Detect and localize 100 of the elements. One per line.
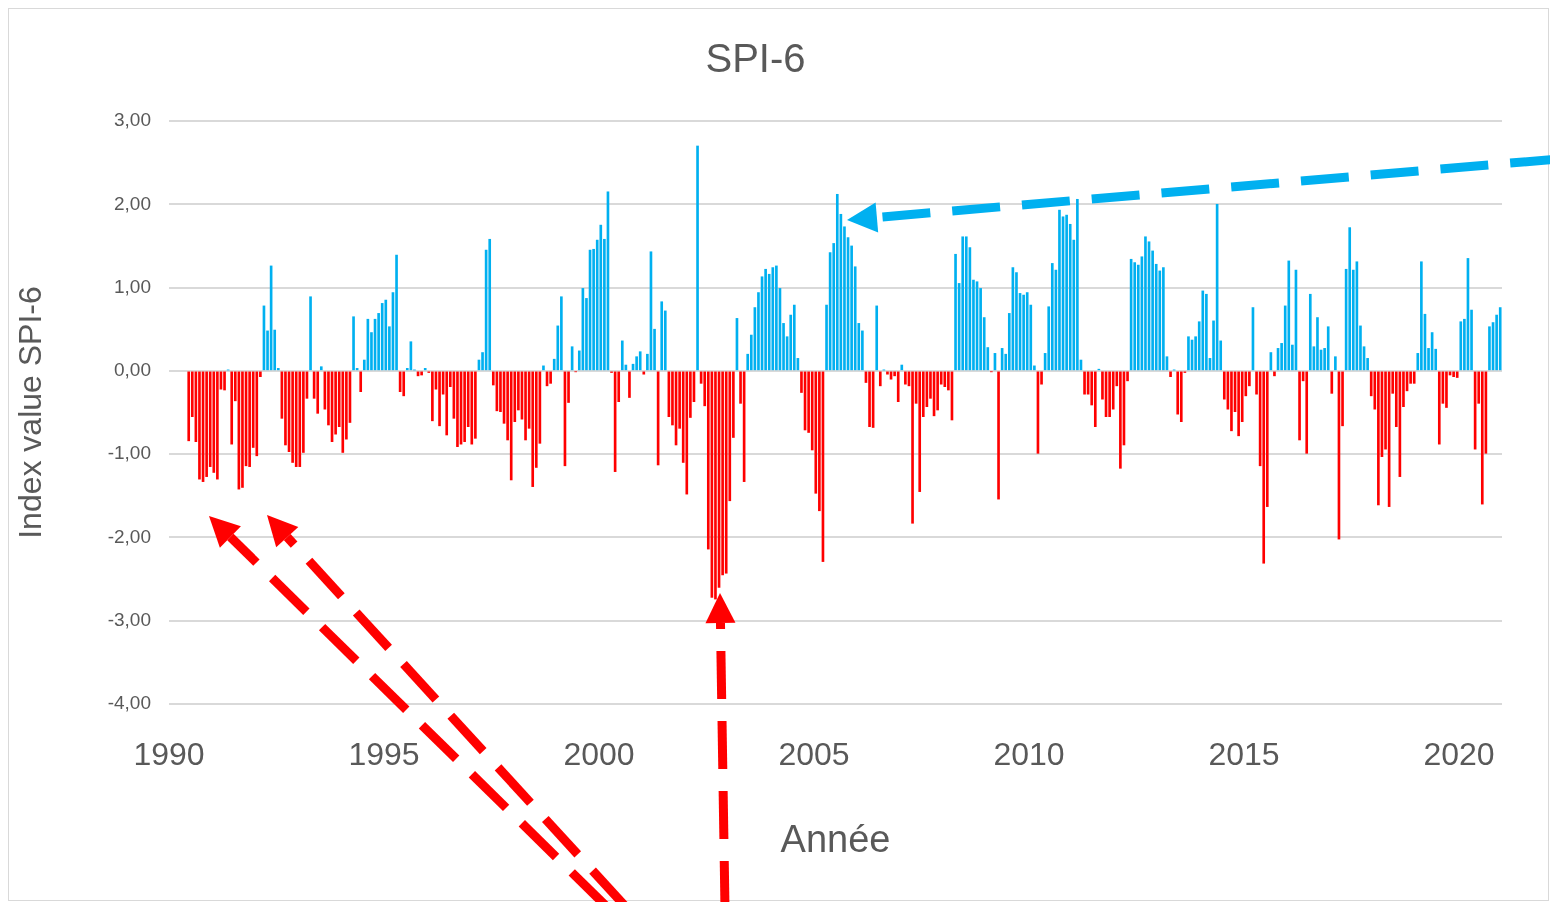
bar [1022, 294, 1025, 371]
y-tick-label: 0,00 [114, 359, 151, 381]
bar [1412, 371, 1416, 384]
bar [878, 371, 882, 387]
y-tick-label: 1,00 [114, 275, 151, 297]
bar [896, 371, 900, 402]
bar [918, 371, 922, 492]
bar [1316, 317, 1319, 371]
bar [380, 303, 384, 371]
y-tick-label: -4,00 [107, 692, 151, 714]
y-tick-label: -2,00 [107, 525, 151, 547]
bar [1025, 292, 1029, 371]
x-tick-label: 2020 [1423, 736, 1495, 773]
bar [488, 238, 492, 371]
bar [775, 265, 778, 371]
bar [1377, 371, 1380, 506]
bar [216, 371, 219, 480]
bar [420, 371, 423, 376]
bar [620, 340, 624, 371]
bar [1169, 371, 1172, 378]
bar [223, 371, 226, 391]
bar [911, 371, 914, 524]
bar [1237, 371, 1240, 437]
bar [509, 371, 513, 481]
bar [1133, 262, 1137, 371]
bar [1262, 371, 1266, 564]
bar [549, 371, 552, 384]
bar [1498, 307, 1502, 371]
bar [1298, 371, 1301, 441]
bar [1093, 371, 1097, 427]
bar [438, 371, 441, 427]
bar [531, 371, 535, 487]
bar [1459, 321, 1463, 371]
bar [456, 371, 459, 447]
bar [1480, 371, 1484, 505]
bar [1205, 293, 1208, 371]
bar [642, 371, 646, 375]
bar [187, 371, 191, 442]
bar [294, 371, 298, 467]
y-tick-label: 2,00 [114, 192, 151, 214]
x-tick-label: 2010 [993, 736, 1065, 773]
bar [1076, 198, 1079, 371]
bar [1083, 371, 1086, 395]
bar [696, 145, 699, 371]
bar [431, 371, 434, 422]
bar [463, 371, 466, 442]
bar [291, 371, 294, 463]
bar [638, 351, 642, 371]
bar [230, 371, 234, 445]
bar [1230, 371, 1233, 432]
bar [1348, 227, 1352, 371]
y-tick-label: -3,00 [107, 608, 151, 630]
bar [319, 366, 323, 371]
bar [771, 267, 775, 371]
bar [560, 296, 563, 371]
bar [1420, 261, 1423, 371]
bar [1455, 371, 1459, 378]
bar [1201, 290, 1205, 371]
bar [1305, 371, 1309, 454]
y-axis-title: Index value SPI-6 [12, 286, 49, 539]
bar [1065, 214, 1068, 371]
bar [341, 371, 345, 453]
bar [685, 371, 689, 495]
bar [1452, 371, 1455, 378]
bar [1162, 267, 1165, 371]
x-tick-label: 2015 [1208, 736, 1280, 773]
bar [1108, 371, 1111, 417]
y-tick-label: -1,00 [107, 442, 151, 464]
bar [352, 316, 355, 371]
y-tick-label: 3,00 [114, 109, 151, 131]
bar [943, 371, 947, 388]
bar [445, 371, 449, 436]
bar [1058, 209, 1061, 371]
bar [954, 253, 957, 371]
bar [1050, 263, 1054, 371]
bar [241, 371, 244, 488]
bar [402, 371, 406, 397]
bar [248, 371, 251, 467]
bar [792, 304, 796, 371]
bar [1119, 371, 1122, 469]
bar [524, 371, 527, 441]
bar [1187, 336, 1190, 371]
bar [997, 371, 1000, 500]
x-tick-label: 1995 [348, 736, 420, 773]
bar [714, 371, 717, 600]
bar [964, 236, 968, 371]
x-axis-title: Année [780, 817, 891, 860]
bar [764, 268, 767, 371]
bar [1287, 260, 1291, 371]
bar [1330, 371, 1334, 394]
x-tick-label: 2000 [563, 736, 635, 773]
bar [395, 254, 398, 371]
bar [1334, 356, 1337, 371]
bar [904, 371, 907, 385]
chart-title: SPI-6 [705, 36, 806, 81]
bar [1308, 293, 1312, 371]
bar [384, 299, 388, 371]
bar [1144, 236, 1147, 371]
bar [961, 236, 965, 371]
bar [868, 371, 871, 427]
